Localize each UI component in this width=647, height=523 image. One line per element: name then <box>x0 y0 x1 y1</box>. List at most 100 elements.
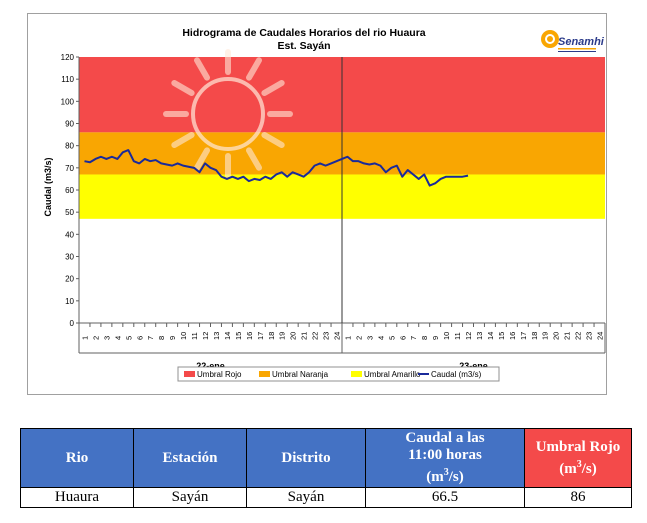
senamhi-logo: Senamhi <box>541 30 605 52</box>
x-tick-label-16: 17 <box>256 332 265 340</box>
cell-umbral: 86 <box>524 487 632 508</box>
x-tick-label-2: 3 <box>102 336 111 340</box>
legend-label-3: Caudal (m3/s) <box>431 370 482 379</box>
senamhi-logo-text: Senamhi <box>558 36 605 48</box>
y-tick-label-1: 10 <box>65 297 74 306</box>
y-tick-label-11: 110 <box>61 75 74 84</box>
y-tick-label-2: 20 <box>65 275 74 284</box>
x-tick-label-3: 4 <box>113 336 122 340</box>
x-tick-label-33: 10 <box>442 332 451 340</box>
y-tick-label-8: 80 <box>65 142 74 151</box>
x-tick-label-42: 19 <box>541 332 550 340</box>
x-tick-label-41: 18 <box>530 332 539 340</box>
summary-table: Rio Estación Distrito Caudal a las 11:00… <box>20 428 632 508</box>
x-tick-label-20: 21 <box>300 332 309 340</box>
sun-watermark <box>163 49 293 179</box>
x-tick-label-14: 15 <box>234 332 243 340</box>
day-label-1: 23-ene <box>459 361 488 371</box>
x-tick-label-7: 8 <box>157 336 166 340</box>
y-tick-label-9: 90 <box>65 120 74 129</box>
y-tick-label-0: 0 <box>70 319 75 328</box>
x-tick-label-13: 14 <box>223 332 232 340</box>
x-tick-label-24: 1 <box>343 336 352 340</box>
x-tick-label-29: 6 <box>398 336 407 340</box>
header-caudal-line1: Caudal a las <box>405 430 485 446</box>
y-tick-label-6: 60 <box>65 186 74 195</box>
day-label-0: 22-ene <box>196 361 225 371</box>
x-tick-label-21: 22 <box>311 332 320 340</box>
legend-swatch-0 <box>184 371 195 377</box>
x-tick-label-46: 23 <box>585 332 594 340</box>
header-caudal-unit-sup: 3 <box>443 467 449 478</box>
x-tick-label-23: 24 <box>333 332 342 340</box>
x-tick-label-28: 5 <box>387 336 396 340</box>
header-umbral-unit-sup: 3 <box>576 458 582 470</box>
chart-legend: Umbral Rojo Umbral Naranja Umbral Amarillo… <box>177 366 500 382</box>
header-caudal-unit-b: /s) <box>448 469 464 485</box>
x-tick-label-15: 16 <box>245 332 254 340</box>
cell-rio: Huaura <box>20 487 134 508</box>
header-caudal: Caudal a las 11:00 horas (m3/s) <box>365 428 525 488</box>
legend-label-0: Umbral Rojo <box>197 370 242 379</box>
x-tick-label-30: 7 <box>409 336 418 340</box>
chart-frame: 0 10 20 30 40 50 60 70 80 90 100 110 120 1 2 3 4 5 6 7 8 9 10… <box>27 13 607 395</box>
x-tick-label-44: 21 <box>563 332 572 340</box>
legend-label-2: Umbral Amarillo <box>364 370 421 379</box>
x-tick-label-0: 1 <box>80 336 89 340</box>
legend-swatch-2 <box>351 371 362 377</box>
y-tick-label-4: 40 <box>65 230 74 239</box>
y-axis-label: Caudal (m3/s) <box>43 157 53 216</box>
cell-distrito: Sayán <box>246 487 366 508</box>
x-tick-label-9: 10 <box>179 332 188 340</box>
x-tick-label-26: 3 <box>365 336 374 340</box>
x-tick-label-39: 16 <box>508 332 517 340</box>
cell-caudal: 66.5 <box>365 487 525 508</box>
legend-label-1: Umbral Naranja <box>272 370 329 379</box>
x-tick-label-36: 13 <box>475 332 484 340</box>
header-rio: Rio <box>20 428 134 488</box>
header-umbral-rojo: Umbral Rojo (m3/s) <box>524 428 632 488</box>
x-tick-label-18: 19 <box>278 332 287 340</box>
header-distrito: Distrito <box>246 428 366 488</box>
y-tick-label-3: 30 <box>65 253 74 262</box>
header-estacion: Estación <box>133 428 247 488</box>
x-tick-label-1: 2 <box>91 336 100 340</box>
x-tick-label-43: 20 <box>552 332 561 340</box>
legend-swatch-1 <box>259 371 270 377</box>
header-caudal-line2: 11:00 horas <box>408 447 482 463</box>
x-tick-label-31: 8 <box>420 336 429 340</box>
chart-subtitle: Est. Sayán <box>277 40 330 52</box>
x-tick-label-12: 13 <box>212 332 221 340</box>
x-tick-label-5: 6 <box>135 336 144 340</box>
x-tick-label-37: 14 <box>486 332 495 340</box>
header-umbral-unit-b: /s) <box>581 460 597 477</box>
y-tick-label-10: 100 <box>61 97 75 106</box>
header-umbral-unit-a: (m <box>559 460 577 477</box>
x-tick-label-19: 20 <box>289 332 298 340</box>
x-tick-label-27: 4 <box>376 336 385 340</box>
y-tick-label-5: 50 <box>65 208 74 217</box>
x-tick-label-38: 15 <box>497 332 506 340</box>
x-tick-label-34: 11 <box>453 332 462 340</box>
x-tick-label-25: 2 <box>354 336 363 340</box>
x-tick-label-32: 9 <box>431 336 440 340</box>
x-tick-label-22: 23 <box>322 332 331 340</box>
x-tick-label-8: 9 <box>168 336 177 340</box>
table-row: Huaura Sayán Sayán 66.5 86 <box>20 487 632 508</box>
x-tick-label-17: 18 <box>267 332 276 340</box>
x-tick-label-11: 12 <box>201 332 210 340</box>
chart-title: Hidrograma de Caudales Horarios del rio … <box>182 27 425 39</box>
y-tick-label-12: 120 <box>61 53 75 62</box>
x-tick-label-4: 5 <box>124 336 133 340</box>
header-caudal-unit-a: (m <box>426 469 444 485</box>
legend-box <box>177 366 500 382</box>
cell-estacion: Sayán <box>133 487 247 508</box>
series-line-0 <box>84 149 469 187</box>
x-tick-label-40: 17 <box>519 332 528 340</box>
y-tick-label-7: 70 <box>65 164 74 173</box>
header-umbral-line1: Umbral Rojo <box>535 438 621 455</box>
x-tick-label-45: 22 <box>574 332 583 340</box>
x-tick-label-35: 12 <box>464 332 473 340</box>
x-tick-label-10: 11 <box>190 332 199 340</box>
